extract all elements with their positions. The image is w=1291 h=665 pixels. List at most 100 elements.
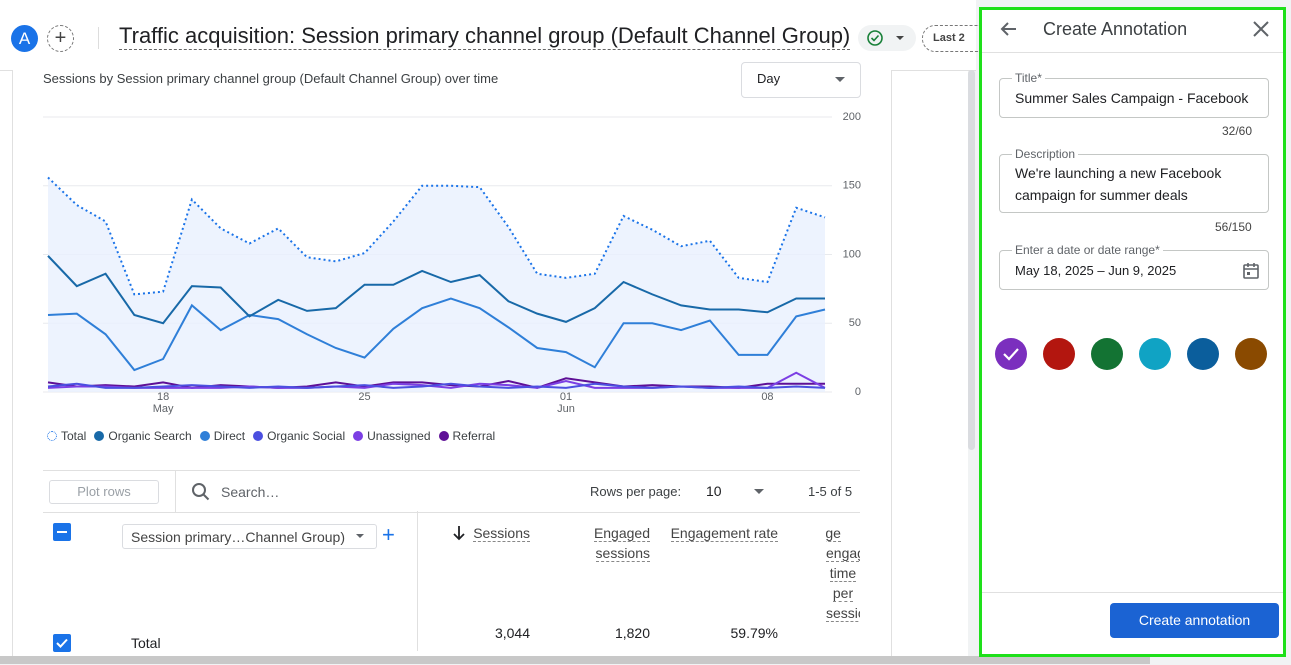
title-counter: 32/60 bbox=[1222, 124, 1253, 138]
legend-marker bbox=[47, 431, 57, 441]
back-button[interactable] bbox=[999, 19, 1019, 39]
caret bbox=[356, 534, 364, 538]
close-button[interactable] bbox=[1252, 20, 1270, 38]
legend-item: Referral bbox=[438, 429, 496, 443]
series-line bbox=[47, 255, 825, 325]
select-all-checkbox[interactable] bbox=[53, 523, 71, 541]
color-swatch[interactable] bbox=[1235, 338, 1267, 370]
chart-title: Sessions by Session primary channel grou… bbox=[43, 71, 499, 86]
series-line bbox=[47, 176, 826, 296]
status-chip[interactable] bbox=[858, 25, 916, 51]
rows-per-page-select[interactable]: 10 bbox=[706, 483, 722, 499]
field-value: May 18, 2025 – Jun 9, 2025 bbox=[1015, 263, 1177, 278]
legend-marker bbox=[353, 431, 364, 441]
x-tick-label: 08 bbox=[761, 391, 773, 403]
column-header: Sessions bbox=[420, 523, 530, 543]
column-header-text[interactable]: Engaged sessions bbox=[593, 525, 650, 562]
title-field[interactable]: Title* Summer Sales Campaign - Facebook bbox=[999, 71, 1269, 118]
add-button[interactable]: + bbox=[47, 25, 74, 52]
color-swatch[interactable] bbox=[995, 338, 1027, 370]
y-tick-label: 150 bbox=[843, 180, 861, 192]
plot-rows-button[interactable]: Plot rows bbox=[49, 480, 159, 504]
date-field[interactable]: Enter a date or date range* May 18, 2025… bbox=[999, 243, 1269, 290]
legend-marker bbox=[253, 431, 264, 441]
report-title[interactable]: Traffic acquisition: Session primary cha… bbox=[119, 23, 851, 50]
x-tick-label: 25 bbox=[358, 391, 370, 403]
y-tick-label: 200 bbox=[843, 111, 861, 123]
create-button[interactable]: Create annotation bbox=[1110, 603, 1279, 638]
legend-item: Organic Social bbox=[253, 429, 345, 443]
y-tick-label: 100 bbox=[843, 248, 861, 260]
series-line bbox=[47, 382, 826, 389]
legend-label: Organic Search bbox=[108, 429, 192, 443]
search-icon bbox=[192, 483, 210, 501]
total-checkbox[interactable] bbox=[53, 634, 71, 652]
total-value: 3,044 bbox=[494, 625, 530, 641]
color-swatch[interactable] bbox=[1139, 338, 1171, 370]
legend-item: Organic Search bbox=[94, 429, 192, 443]
column-header: Engagement rate bbox=[668, 523, 778, 543]
horizontal-scrollbar[interactable] bbox=[0, 656, 1150, 664]
x-tick-month: May bbox=[153, 403, 174, 415]
total-label: Total bbox=[131, 635, 161, 651]
column-header: Engaged sessions bbox=[540, 523, 650, 563]
avatar[interactable]: A bbox=[11, 25, 38, 52]
date-range-label: Last 2 bbox=[933, 32, 965, 44]
column-header-text[interactable]: Engagement rate bbox=[670, 525, 778, 542]
description-counter: 56/150 bbox=[1215, 220, 1252, 234]
column-header-text[interactable]: Average engagement time per session bbox=[826, 525, 860, 622]
pagination: 1-5 of 5 bbox=[808, 484, 853, 499]
field-label: Description bbox=[1012, 147, 1079, 161]
dimension-select[interactable]: Session primary…Channel Group) bbox=[122, 524, 377, 549]
status-icon bbox=[867, 30, 904, 46]
series-line bbox=[47, 297, 826, 372]
rows-per-page-label: Rows per page: bbox=[590, 484, 682, 499]
search-input[interactable]: Search… bbox=[221, 484, 280, 500]
table-toolbar: Plot rows Search… Rows per page: 10 1-5 … bbox=[43, 470, 860, 513]
color-swatch[interactable] bbox=[1091, 338, 1123, 370]
total-value: 59.79% bbox=[730, 625, 778, 641]
legend-label: Direct bbox=[213, 429, 246, 443]
color-swatch[interactable] bbox=[1043, 338, 1075, 370]
legend-marker bbox=[438, 431, 449, 441]
legend-label: Unassigned bbox=[367, 429, 431, 443]
column-divider bbox=[417, 511, 418, 651]
granularity-value: Day bbox=[757, 71, 781, 86]
divider bbox=[175, 471, 176, 512]
legend: Total Organic Search Direct Organic Social U… bbox=[47, 429, 495, 443]
caret bbox=[754, 489, 764, 494]
vertical-scrollbar[interactable] bbox=[968, 70, 975, 450]
column-header-text[interactable]: Sessions bbox=[473, 525, 530, 542]
caret bbox=[835, 77, 845, 82]
footer-divider bbox=[982, 592, 1283, 593]
legend-marker bbox=[199, 431, 210, 441]
legend-item: Total bbox=[47, 429, 86, 443]
selected-check bbox=[1003, 348, 1019, 361]
x-tick-label: 01 bbox=[560, 391, 572, 403]
legend-label: Referral bbox=[452, 429, 496, 443]
description-field[interactable]: Description We're launching a new Facebo… bbox=[999, 147, 1269, 213]
y-tick-label: 50 bbox=[849, 317, 861, 329]
add-dimension[interactable]: + bbox=[382, 522, 395, 547]
field-value: We're launching a new Facebook campaign … bbox=[1015, 165, 1222, 203]
y-tick-label: 0 bbox=[855, 386, 861, 398]
field-label: Enter a date or date range* bbox=[1012, 243, 1163, 257]
legend-label: Total bbox=[61, 429, 87, 443]
header: A + Traffic acquisition: Session primary… bbox=[0, 0, 980, 71]
legend-marker bbox=[94, 431, 105, 441]
x-tick-month: Jun bbox=[557, 403, 575, 415]
field-label: Title* bbox=[1012, 71, 1045, 85]
dimension-label: Session primary…Channel Group) bbox=[131, 529, 345, 545]
color-swatch[interactable] bbox=[1187, 338, 1219, 370]
calendar-icon[interactable] bbox=[1242, 262, 1260, 280]
total-value: 1,820 bbox=[614, 625, 650, 641]
x-tick-label: 18 bbox=[157, 391, 169, 403]
legend-label: Organic Social bbox=[267, 429, 346, 443]
legend-item: Unassigned bbox=[353, 429, 431, 443]
granularity-select[interactable]: Day bbox=[741, 62, 861, 98]
column-header: Average engagement time per session bbox=[826, 523, 860, 623]
sort-arrow[interactable] bbox=[452, 525, 466, 541]
date-range[interactable]: Last 2 bbox=[922, 25, 980, 52]
